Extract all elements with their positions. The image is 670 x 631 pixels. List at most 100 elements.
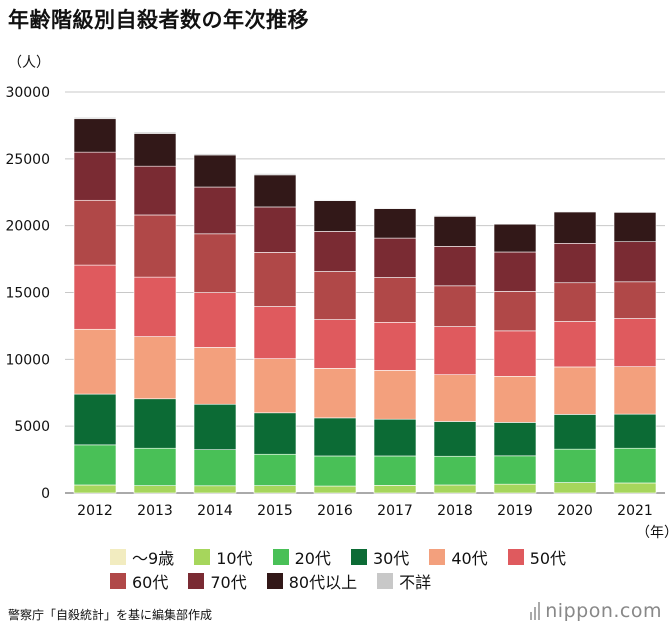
bar-segment xyxy=(433,216,477,247)
bar-segment xyxy=(493,251,537,292)
legend-label: 〜9歳 xyxy=(132,549,175,568)
bar-segment xyxy=(133,447,177,486)
x-tick-label: 2015 xyxy=(257,503,293,519)
x-tick-label: 2012 xyxy=(77,503,113,519)
bar-segment xyxy=(373,237,417,278)
legend-swatch xyxy=(194,549,211,565)
legend-item: 40代 xyxy=(429,546,488,568)
bar-segment xyxy=(553,414,597,450)
bar-segment xyxy=(373,418,417,457)
chart-title: 年齢階級別自殺者数の年次推移 xyxy=(8,8,309,32)
bar-segment xyxy=(73,118,117,153)
legend-label: 80代以上 xyxy=(288,573,358,592)
bar-segment xyxy=(373,277,417,323)
bar-segment xyxy=(133,485,177,494)
legend-item: 不詳 xyxy=(377,570,431,592)
bar-segment xyxy=(253,358,297,414)
y-tick-label: 15000 xyxy=(5,286,50,302)
bar-segment xyxy=(493,376,537,423)
bar-segment xyxy=(133,214,177,278)
legend-swatch xyxy=(188,573,205,589)
legend-item: 30代 xyxy=(350,546,410,568)
legend-swatch xyxy=(110,549,126,565)
bar-segment xyxy=(133,165,177,216)
bar-segment xyxy=(493,291,537,332)
bar-segment xyxy=(613,211,657,213)
bar-segment xyxy=(493,455,537,485)
bar-segment xyxy=(193,186,237,235)
y-unit-label: （人） xyxy=(8,55,50,71)
legend-item: 70代 xyxy=(188,570,247,592)
bar-segment xyxy=(553,282,597,322)
y-tick-label: 25000 xyxy=(5,152,50,168)
bar-segment xyxy=(253,412,297,455)
bar-segment xyxy=(253,174,297,208)
legend-item: 60代 xyxy=(110,570,168,592)
bar-segment xyxy=(373,455,417,486)
bar-segment xyxy=(613,212,657,243)
legend-label: 60代 xyxy=(132,573,169,592)
legend: 〜9歳 10代 20代 30代 40代 50代 60代 70代 80代以上 不詳 xyxy=(110,546,630,592)
bar-segment xyxy=(553,210,597,213)
x-tick-label: 2020 xyxy=(557,503,593,519)
bar-segment xyxy=(253,306,297,359)
legend-label: 10代 xyxy=(216,549,253,568)
brand-name: nippon.com xyxy=(545,600,662,622)
bar-segment xyxy=(433,484,477,494)
bar-segment xyxy=(193,153,237,156)
bar-segment xyxy=(73,117,117,120)
bar-segment xyxy=(133,336,177,400)
x-tick-label: 2013 xyxy=(137,503,173,519)
bar-segment xyxy=(133,398,177,449)
bar-segment xyxy=(253,206,297,253)
bar-segment xyxy=(433,455,477,486)
bar-segment xyxy=(313,319,357,369)
x-unit-label: （年） xyxy=(636,525,670,541)
bar-segment xyxy=(313,485,357,494)
bar-segment xyxy=(73,199,117,266)
bar-segment xyxy=(373,208,417,239)
bar-segment xyxy=(613,413,657,449)
bar-segment xyxy=(373,322,417,371)
bar-segment xyxy=(433,421,477,457)
bar-segment xyxy=(373,370,417,420)
bar-segment xyxy=(193,154,237,188)
legend-swatch xyxy=(377,573,394,589)
bar-segment xyxy=(373,207,417,209)
bar-segment xyxy=(313,199,357,201)
y-tick-label: 0 xyxy=(41,486,50,502)
bar-segment xyxy=(253,485,297,494)
bar-segment xyxy=(553,243,597,284)
bar-segment xyxy=(133,131,177,134)
legend-item: 〜9歳 xyxy=(110,546,174,568)
bar-segment xyxy=(613,366,657,415)
legend-swatch xyxy=(350,549,367,565)
legend-label: 30代 xyxy=(372,549,410,568)
bar-segment xyxy=(613,241,657,283)
bar-segment xyxy=(193,233,237,293)
bar-segment xyxy=(253,252,297,307)
bar-segment xyxy=(433,246,477,287)
legend-swatch xyxy=(272,549,289,565)
bar-segment xyxy=(73,484,117,494)
bar-segment xyxy=(613,318,657,367)
legend-label: 70代 xyxy=(210,573,247,592)
bar-segment xyxy=(493,483,537,494)
brand-logo: nippon.com xyxy=(530,600,662,622)
bar-segment xyxy=(493,223,537,253)
legend-item: 10代 xyxy=(194,546,253,568)
x-tick-label: 2016 xyxy=(317,503,353,519)
x-tick-label: 2014 xyxy=(197,503,233,519)
bar-segment xyxy=(73,151,117,201)
y-tick-label: 20000 xyxy=(5,219,50,235)
bar-segment xyxy=(193,292,237,348)
bar-segment xyxy=(313,200,357,232)
bar-segment xyxy=(553,482,597,494)
brand-bars-icon xyxy=(530,602,541,620)
bar-segment xyxy=(133,133,177,167)
legend-item: 50代 xyxy=(507,546,566,568)
bar-segment xyxy=(253,173,297,176)
legend-swatch xyxy=(429,549,446,565)
bar-segment xyxy=(433,374,477,422)
x-tick-label: 2019 xyxy=(497,503,533,519)
